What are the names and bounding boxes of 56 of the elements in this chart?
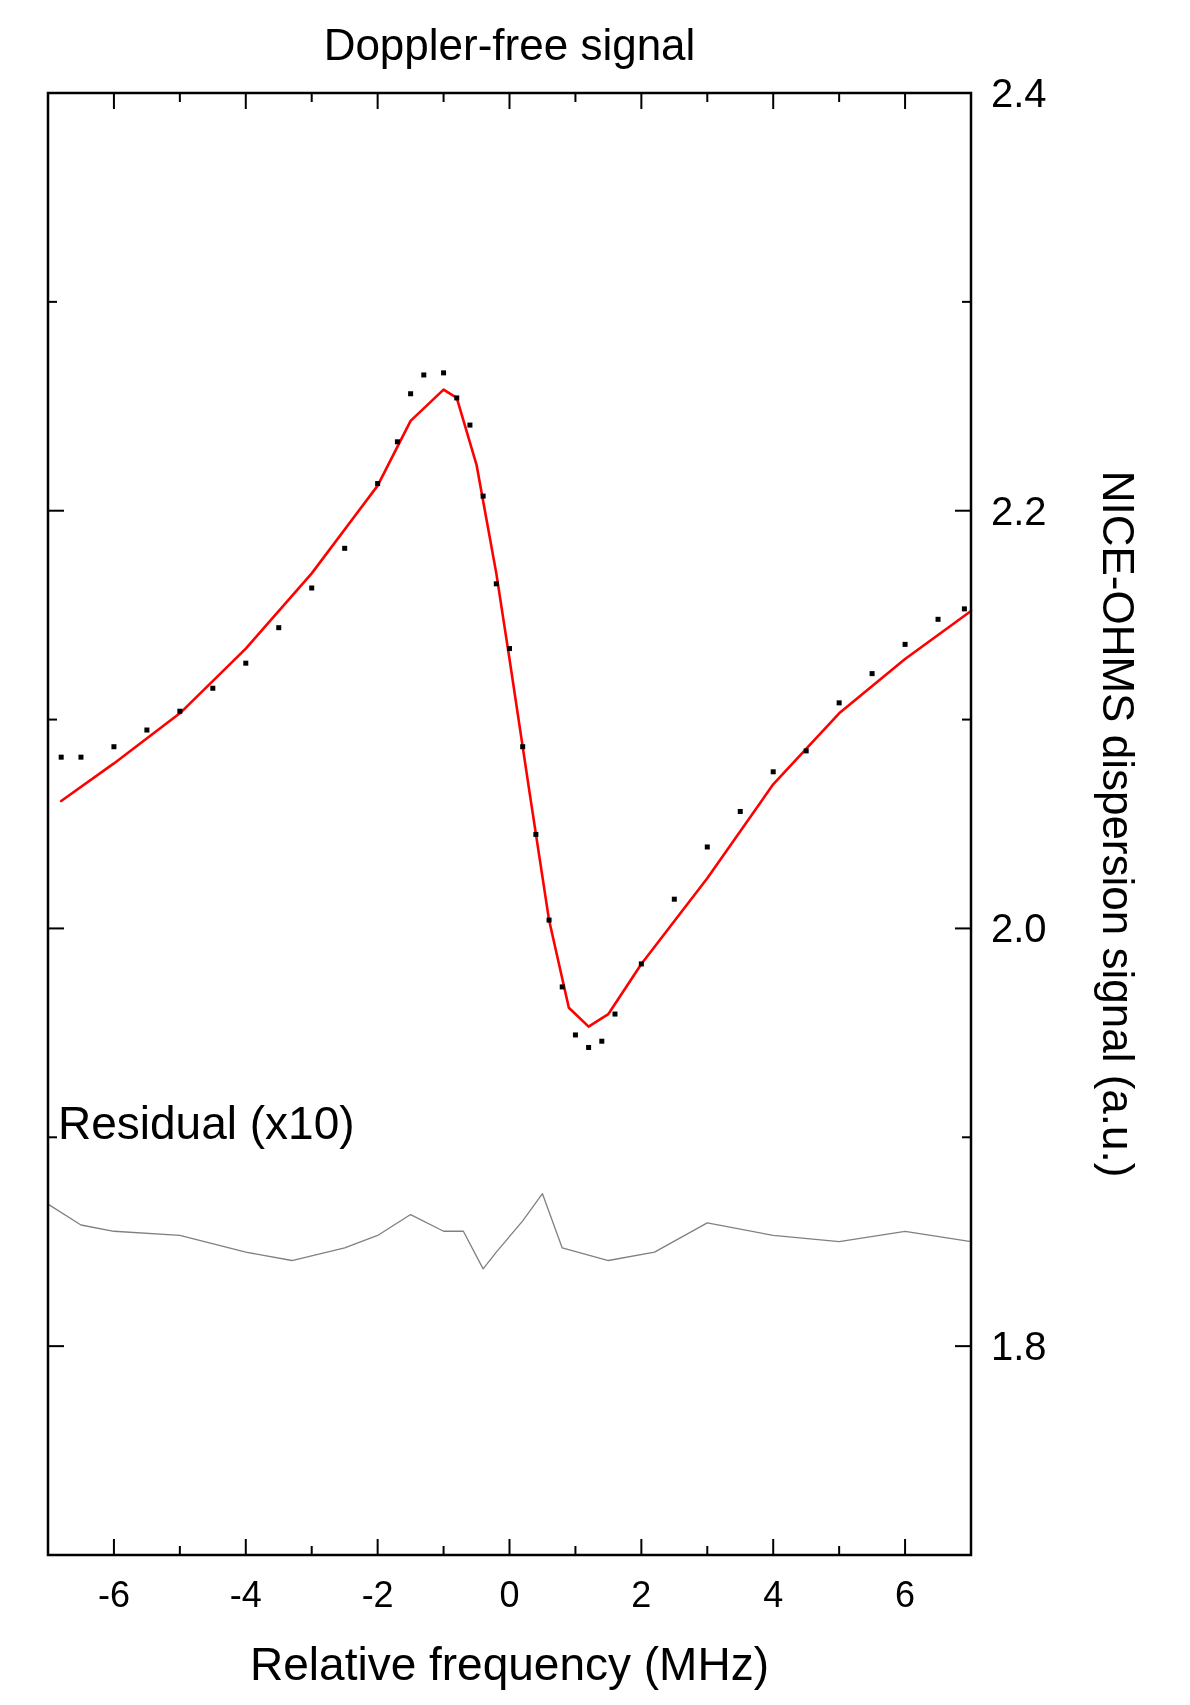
x-tick-label: 4 bbox=[763, 1574, 784, 1615]
point bbox=[144, 727, 150, 733]
point bbox=[58, 754, 64, 760]
point bbox=[276, 625, 282, 631]
x-tick-label: 6 bbox=[895, 1574, 916, 1615]
point bbox=[408, 391, 414, 397]
point bbox=[935, 616, 941, 622]
point bbox=[803, 748, 809, 754]
point bbox=[309, 585, 315, 591]
line-series bbox=[47, 1193, 972, 1270]
point bbox=[342, 545, 348, 551]
point bbox=[586, 1044, 592, 1050]
point bbox=[480, 493, 486, 499]
point bbox=[375, 481, 381, 487]
y-tick-label: 2.0 bbox=[991, 906, 1047, 951]
point bbox=[737, 808, 743, 814]
point bbox=[902, 641, 908, 647]
point bbox=[520, 744, 526, 750]
point bbox=[638, 961, 644, 967]
point bbox=[421, 372, 427, 378]
x-axis-title: Relative frequency (MHz) bbox=[250, 1638, 769, 1690]
point bbox=[467, 422, 473, 428]
point bbox=[78, 754, 84, 760]
point bbox=[243, 660, 249, 666]
series-label: Residual (x10) bbox=[58, 1097, 355, 1150]
point bbox=[869, 671, 875, 677]
x-tick-label: -2 bbox=[361, 1574, 394, 1615]
line-series bbox=[59, 388, 973, 1028]
chart-title: Doppler-free signal bbox=[323, 20, 696, 69]
point bbox=[961, 606, 967, 612]
x-tick-label: 0 bbox=[499, 1574, 520, 1615]
y-tick-label: 2.4 bbox=[991, 71, 1047, 115]
point bbox=[533, 831, 539, 837]
point bbox=[704, 844, 710, 850]
point bbox=[507, 646, 512, 652]
y-tick-label: 1.8 bbox=[991, 1324, 1047, 1369]
point bbox=[836, 700, 842, 706]
point bbox=[210, 685, 216, 691]
point bbox=[572, 1032, 578, 1038]
x-tick-label: 2 bbox=[631, 1574, 652, 1615]
point bbox=[454, 395, 460, 401]
point bbox=[441, 370, 447, 376]
x-tick-label: -4 bbox=[229, 1574, 262, 1615]
x-tick-label: -6 bbox=[97, 1574, 130, 1615]
point bbox=[177, 708, 183, 714]
y-tick-label: 2.2 bbox=[991, 488, 1047, 533]
point bbox=[770, 769, 776, 775]
y-axis-title: NICE-OHMS dispersion signal (a.u.) bbox=[1094, 470, 1143, 1178]
point bbox=[671, 896, 677, 902]
point bbox=[599, 1038, 605, 1044]
point bbox=[612, 1011, 618, 1017]
point bbox=[559, 984, 565, 990]
point bbox=[394, 439, 400, 445]
point bbox=[546, 917, 552, 923]
point bbox=[493, 581, 499, 587]
point bbox=[111, 744, 117, 750]
